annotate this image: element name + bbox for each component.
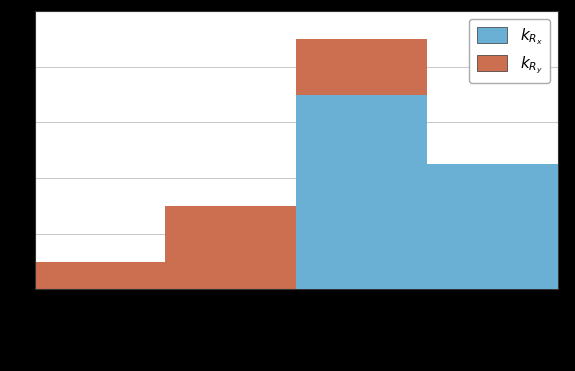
Bar	[296, 39, 427, 289]
Bar	[296, 95, 427, 289]
Bar	[427, 273, 558, 289]
Legend: $k_{R_x}$, $k_{R_y}$: $k_{R_x}$, $k_{R_y}$	[469, 19, 550, 83]
Bar	[34, 262, 166, 289]
Bar	[427, 164, 558, 289]
Bar	[166, 206, 296, 289]
